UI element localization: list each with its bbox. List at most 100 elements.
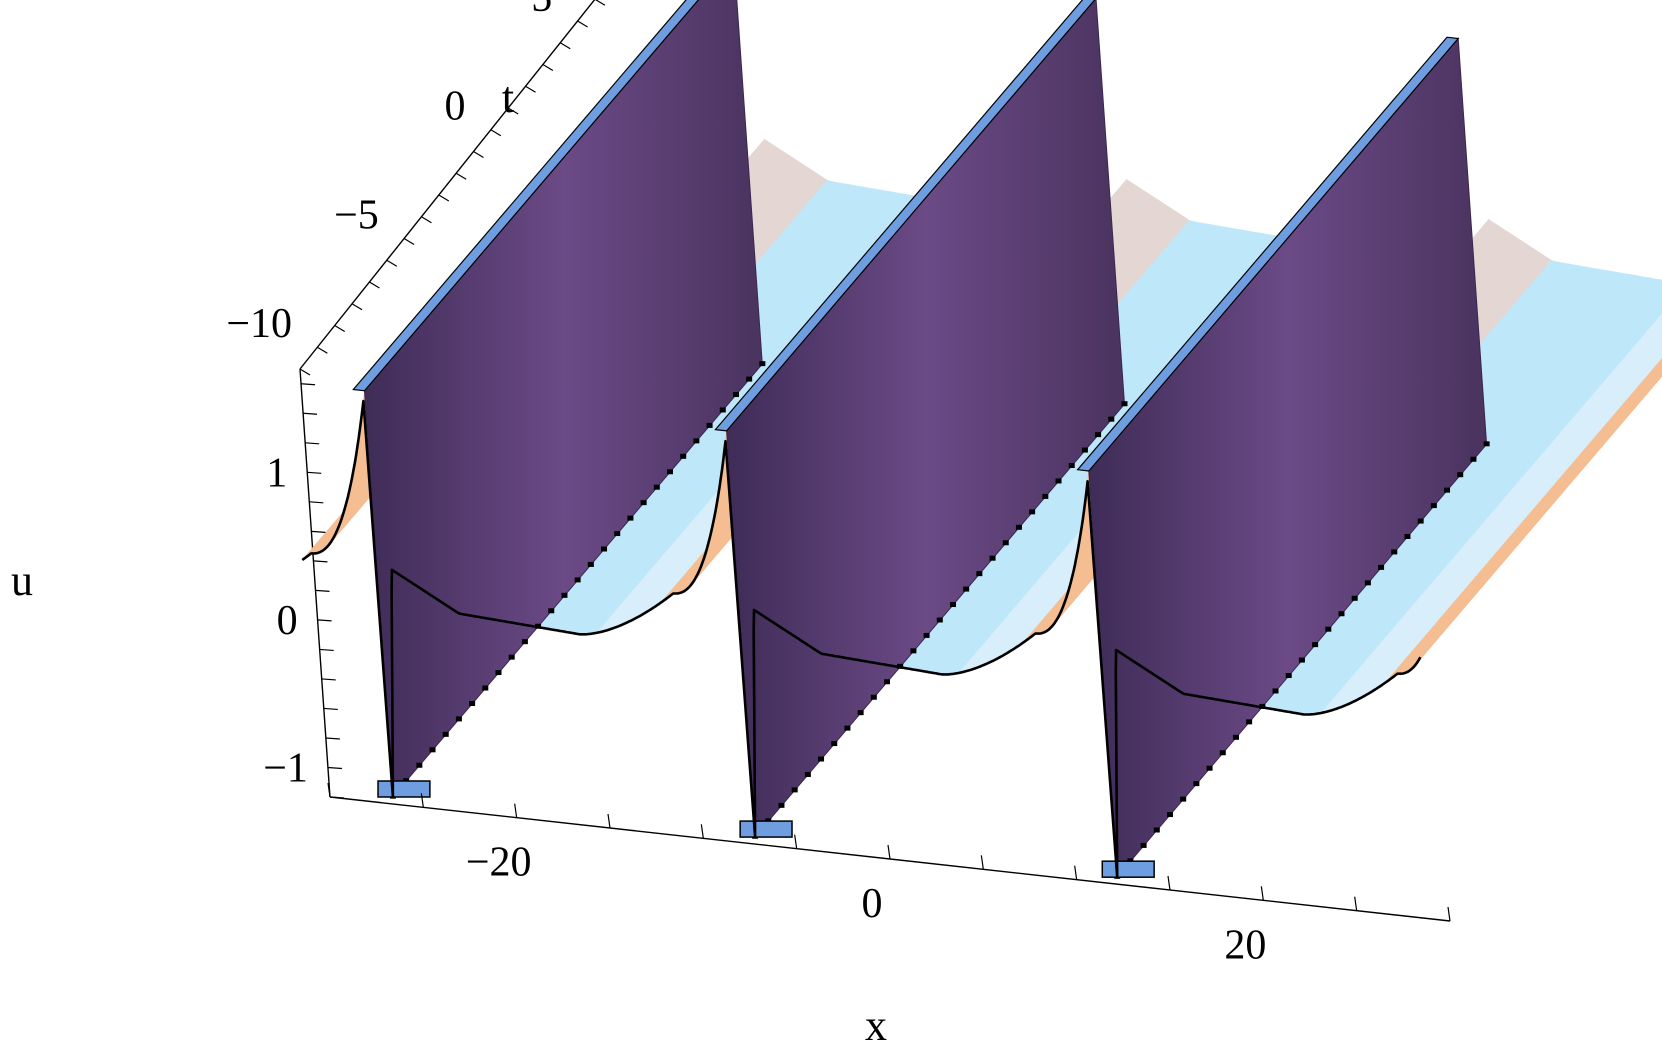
cliff-face — [352, 0, 766, 799]
trough-foot — [739, 820, 793, 838]
t-tick-label: 0 — [445, 84, 466, 130]
z-tick — [321, 678, 336, 681]
edge-dash — [1391, 549, 1398, 555]
edge-dash — [469, 700, 476, 706]
edge-dash — [548, 608, 555, 614]
t-tick — [559, 42, 571, 50]
edge-dash — [1219, 750, 1226, 756]
edge-dash — [1298, 657, 1305, 663]
ridge-top — [714, 0, 1096, 432]
z-tick — [319, 648, 334, 652]
z-tick — [317, 619, 332, 622]
edge-dash — [1272, 688, 1279, 694]
edge-dash — [1444, 487, 1451, 493]
edge-dash — [778, 802, 785, 808]
edge-dash — [1404, 533, 1411, 539]
z-tick — [309, 501, 324, 504]
t-tick — [317, 346, 328, 354]
edge-dash — [1470, 456, 1477, 462]
edge-dash — [923, 632, 930, 638]
t-tick — [542, 63, 554, 72]
t-tick — [473, 150, 484, 159]
edge-dash — [495, 670, 502, 676]
t-tick — [595, 0, 606, 6]
t-tick — [455, 172, 467, 180]
edge-dash — [1095, 432, 1102, 438]
wave-surface — [301, 0, 1662, 879]
t-tick — [490, 129, 502, 137]
edge-dash — [857, 710, 864, 716]
z-tick — [329, 796, 345, 799]
z-tick — [313, 560, 328, 563]
edge-dash — [1325, 626, 1332, 632]
t-tick-label: −10 — [226, 301, 292, 347]
edge-dash — [818, 756, 825, 762]
front-edge-profile — [301, 399, 1422, 879]
edge-dash — [936, 617, 943, 623]
z-tick — [311, 530, 326, 533]
edge-dash — [870, 694, 877, 700]
edge-dash — [719, 407, 726, 413]
edge-dash — [455, 716, 462, 722]
t-tick — [386, 259, 398, 267]
z-tick — [307, 471, 322, 474]
edge-dash — [1351, 595, 1358, 601]
cliff-polygon — [726, 0, 1126, 838]
edge-dash — [1378, 564, 1385, 570]
edge-dash — [844, 725, 851, 731]
cliff-polygon — [1088, 37, 1488, 879]
t-tick — [577, 20, 588, 28]
edge-dash — [1108, 416, 1115, 422]
z-tick — [327, 766, 342, 770]
edge-dash — [989, 555, 996, 561]
edge-dash — [587, 561, 594, 567]
z-tick-label: 1 — [266, 450, 287, 496]
t-tick-label: −5 — [334, 192, 379, 238]
edge-dash — [1153, 827, 1160, 833]
edge-dash — [482, 685, 489, 691]
edge-dash — [693, 438, 700, 444]
edge-dash — [791, 787, 798, 793]
edge-dash — [1338, 611, 1345, 617]
edge-dash — [949, 602, 956, 608]
edge-dash — [574, 577, 581, 583]
edge-dash — [1042, 493, 1049, 499]
edge-dash — [521, 639, 528, 645]
t-tick — [369, 281, 380, 289]
edge-dash — [1121, 401, 1128, 407]
edge-dash — [1055, 478, 1062, 484]
edge-dash — [884, 679, 891, 685]
x-tick — [794, 834, 798, 849]
t-tick-label: 5 — [531, 0, 552, 21]
edge-dash — [1002, 540, 1009, 546]
x-tick-label: −20 — [466, 840, 532, 886]
z-tick — [315, 589, 330, 592]
edge-dash — [706, 422, 713, 428]
edge-dash — [1232, 734, 1239, 740]
edge-dash — [1364, 580, 1371, 586]
z-tick — [323, 707, 338, 711]
edge-dash — [759, 361, 766, 367]
edge-dash — [1140, 842, 1147, 848]
edge-dash — [680, 453, 687, 459]
t-tick — [507, 107, 519, 115]
x-tick — [327, 782, 331, 798]
z-axis-line — [299, 368, 331, 798]
t-tick — [351, 303, 363, 311]
x-tick — [1074, 865, 1078, 880]
x-tick — [980, 855, 984, 870]
x-axis-title: x — [865, 1001, 887, 1050]
t-tick — [438, 194, 450, 202]
edge-dash — [746, 376, 753, 382]
edge-dash — [1068, 463, 1075, 469]
edge-dash — [1206, 765, 1213, 771]
x-tick — [887, 844, 891, 860]
cliff-face — [1076, 36, 1490, 879]
edge-dash — [1015, 524, 1022, 530]
x-tick — [420, 793, 424, 808]
edge-dash — [910, 648, 917, 654]
edge-dash — [627, 515, 634, 521]
edge-dash — [653, 484, 660, 490]
